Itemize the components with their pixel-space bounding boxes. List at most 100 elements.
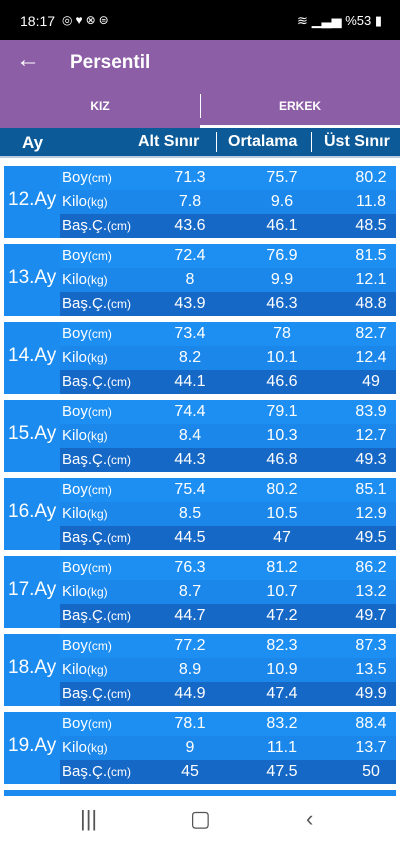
system-nav-bar: ||| ▢ ‹ — [0, 798, 400, 844]
header-divider — [216, 132, 217, 152]
measure-label: Boy(cm) — [62, 559, 112, 576]
alt-value: 78.1 — [174, 715, 206, 732]
measure-row-bas: Baş.Ç.(cm) 44.9 47.4 49.9 — [60, 682, 396, 706]
measure-row-boy: Boy(cm) 72.4 76.9 81.5 — [60, 244, 396, 268]
measure-unit: (cm) — [107, 765, 132, 779]
measure-row-bas: Baş.Ç.(cm) 45 47.5 50 — [60, 760, 396, 784]
ust-value: 87.3 — [355, 637, 387, 654]
ust-value: 49.5 — [355, 529, 387, 546]
measure-label: Boy(cm) — [62, 169, 112, 186]
measure-name: Boy — [62, 403, 88, 420]
measure-unit: (kg) — [87, 195, 108, 209]
month-label: 18.Ay — [8, 657, 57, 678]
system-back-icon[interactable]: ‹ — [306, 806, 314, 831]
month-block: 16.Ay Boy(cm) 75.4 80.2 85.1 Kilo(kg) 8.5 10.5 1… — [4, 478, 396, 550]
alt-value: 7.8 — [178, 193, 202, 210]
ust-value: 12.4 — [355, 349, 387, 366]
tab-kiz[interactable]: KIZ — [90, 99, 110, 113]
month-block: 13.Ay Boy(cm) 72.4 76.9 81.5 Kilo(kg) 8 9.9 12.1… — [4, 244, 396, 316]
month-label: 16.Ay — [8, 501, 57, 522]
ust-value: 85.1 — [355, 481, 387, 498]
measure-name: Boy — [62, 481, 88, 498]
month-label: 15.Ay — [8, 423, 57, 444]
header-ay: Ay — [22, 133, 44, 152]
measure-unit: (cm) — [87, 171, 112, 185]
month-label: 12.Ay — [8, 189, 57, 210]
column-header: Ay Alt Sınır Ortalama Üst Sınır — [0, 128, 400, 156]
measure-name: Baş.Ç. — [62, 451, 108, 468]
tab-erkek[interactable]: ERKEK — [200, 84, 400, 128]
month-label: 13.Ay — [8, 267, 57, 288]
measure-label: Boy(cm) — [62, 715, 112, 732]
ust-value: 49.3 — [355, 451, 387, 468]
measure-row-bas: Baş.Ç.(cm) 44.1 46.6 49 — [60, 370, 396, 394]
month-label: 19.Ay — [8, 735, 57, 756]
month-block: 17.Ay Boy(cm) 76.3 81.2 86.2 Kilo(kg) 8.7 10.7 1… — [4, 556, 396, 628]
month-block: 18.Ay Boy(cm) 77.2 82.3 87.3 Kilo(kg) 8.9 10.9 1… — [4, 634, 396, 706]
home-icon[interactable]: ▢ — [190, 806, 211, 831]
ust-value: 48.8 — [355, 295, 387, 312]
status-bar: 18:17 ◎♥⊗⊜ ≋ ▁▃▅ %53 ▮ — [0, 0, 400, 40]
measure-unit: (cm) — [107, 531, 132, 545]
measure-row-bas: Baş.Ç.(cm) 44.5 47 49.5 — [60, 526, 396, 550]
measure-label: Baş.Ç.(cm) — [62, 295, 131, 312]
measure-label: Kilo(kg) — [62, 271, 108, 288]
measure-row-bas: Baş.Ç.(cm) 43.9 46.3 48.8 — [60, 292, 396, 316]
ust-value: 88.4 — [355, 715, 387, 732]
ust-value: 83.9 — [355, 403, 387, 420]
measure-label: Baş.Ç.(cm) — [62, 607, 131, 624]
measure-label: Kilo(kg) — [62, 505, 108, 522]
measure-label: Baş.Ç.(cm) — [62, 763, 131, 780]
alt-value: 44.1 — [174, 373, 206, 390]
ortalama-value: 10.5 — [266, 505, 298, 522]
percentile-list[interactable]: 12.Ay Boy(cm) 71.3 75.7 80.2 Kilo(kg) 7.8 9.6 11… — [0, 166, 400, 798]
measure-row-boy: Boy(cm) 71.3 75.7 80.2 — [60, 166, 396, 190]
alt-value: 8.2 — [178, 349, 202, 366]
battery-level: %53 — [345, 13, 372, 28]
notification-icons: ◎♥⊗⊜ — [62, 13, 112, 27]
measure-name: Kilo — [62, 505, 88, 522]
alt-value: 72.4 — [174, 247, 206, 264]
ortalama-value: 46.8 — [266, 451, 298, 468]
wifi-icon: ≋ — [297, 13, 308, 28]
measure-row-boy: Boy(cm) 75.4 80.2 85.1 — [60, 478, 396, 502]
month-block-partial — [4, 790, 396, 796]
ortalama-value: 46.1 — [266, 217, 298, 234]
ortalama-value: 75.7 — [266, 169, 298, 186]
recent-apps-icon[interactable]: ||| — [80, 806, 98, 831]
ortalama-value: 47.4 — [266, 685, 298, 702]
ust-value: 50 — [362, 763, 380, 780]
back-arrow-icon[interactable]: ← — [16, 46, 40, 73]
month-block: 14.Ay Boy(cm) 73.4 78 82.7 Kilo(kg) 8.2 10.1 12.… — [4, 322, 396, 394]
month-label: 14.Ay — [8, 345, 57, 366]
ust-value: 13.7 — [355, 739, 387, 756]
alt-value: 8.7 — [178, 583, 202, 600]
measure-label: Boy(cm) — [62, 247, 112, 264]
ortalama-value: 47 — [273, 529, 291, 546]
ust-value: 13.2 — [355, 583, 387, 600]
month-block: 12.Ay Boy(cm) 71.3 75.7 80.2 Kilo(kg) 7.8 9.6 11… — [4, 166, 396, 238]
alt-value: 43.6 — [174, 217, 206, 234]
measure-row-bas: Baş.Ç.(cm) 44.3 46.8 49.3 — [60, 448, 396, 472]
alt-value: 44.7 — [174, 607, 206, 624]
ortalama-value: 79.1 — [266, 403, 298, 420]
measure-label: Boy(cm) — [62, 637, 112, 654]
alt-value: 43.9 — [174, 295, 206, 312]
ortalama-value: 10.3 — [266, 427, 298, 444]
measure-name: Boy — [62, 637, 88, 654]
ust-value: 12.7 — [355, 427, 387, 444]
ortalama-value: 78 — [273, 325, 291, 342]
ortalama-value: 10.1 — [266, 349, 298, 366]
ortalama-value: 47.5 — [266, 763, 298, 780]
measure-label: Baş.Ç.(cm) — [62, 217, 131, 234]
measure-row-boy: Boy(cm) 78.1 83.2 88.4 — [60, 712, 396, 736]
measure-unit: (cm) — [87, 717, 112, 731]
alt-value: 9 — [185, 739, 195, 756]
measure-label: Kilo(kg) — [62, 583, 108, 600]
measure-unit: (cm) — [87, 327, 112, 341]
header-ortalama: Ortalama — [228, 133, 298, 150]
ortalama-value: 76.9 — [266, 247, 298, 264]
ust-value: 82.7 — [355, 325, 387, 342]
ortalama-value: 80.2 — [266, 481, 298, 498]
month-block: 15.Ay Boy(cm) 74.4 79.1 83.9 Kilo(kg) 8.4 10.3 1… — [4, 400, 396, 472]
